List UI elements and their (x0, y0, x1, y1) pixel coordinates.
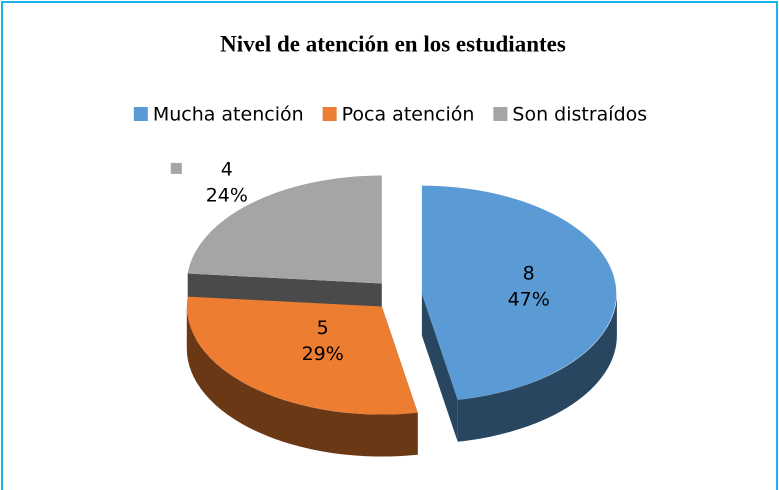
legend-label: Poca atención (342, 104, 475, 126)
slice-side (186, 306, 418, 457)
data-label-percent: 29% (302, 343, 344, 365)
legend-label: Son distraídos (512, 104, 647, 126)
slice (187, 175, 382, 284)
data-label-percent: 24% (206, 184, 248, 206)
chart-title: Nivel de atención en los estudiantes (220, 31, 566, 56)
slice (186, 296, 418, 415)
legend: Mucha atención Poca atención Son distraído… (133, 104, 647, 126)
data-label-value: 5 (317, 317, 329, 339)
slice-wall (421, 293, 458, 442)
data-label-percent: 47% (508, 289, 550, 311)
legend-swatch (493, 107, 508, 121)
slice-side (457, 293, 617, 442)
legend-label: Mucha atención (153, 104, 304, 126)
data-label-value: 8 (523, 263, 535, 285)
slice (421, 185, 617, 400)
legend-swatch (133, 107, 148, 121)
data-label-value: 4 (221, 158, 233, 180)
label-marker (170, 162, 182, 174)
legend-swatch (322, 107, 337, 121)
pie: 4 24% 5 29% 8 47% (170, 158, 617, 457)
